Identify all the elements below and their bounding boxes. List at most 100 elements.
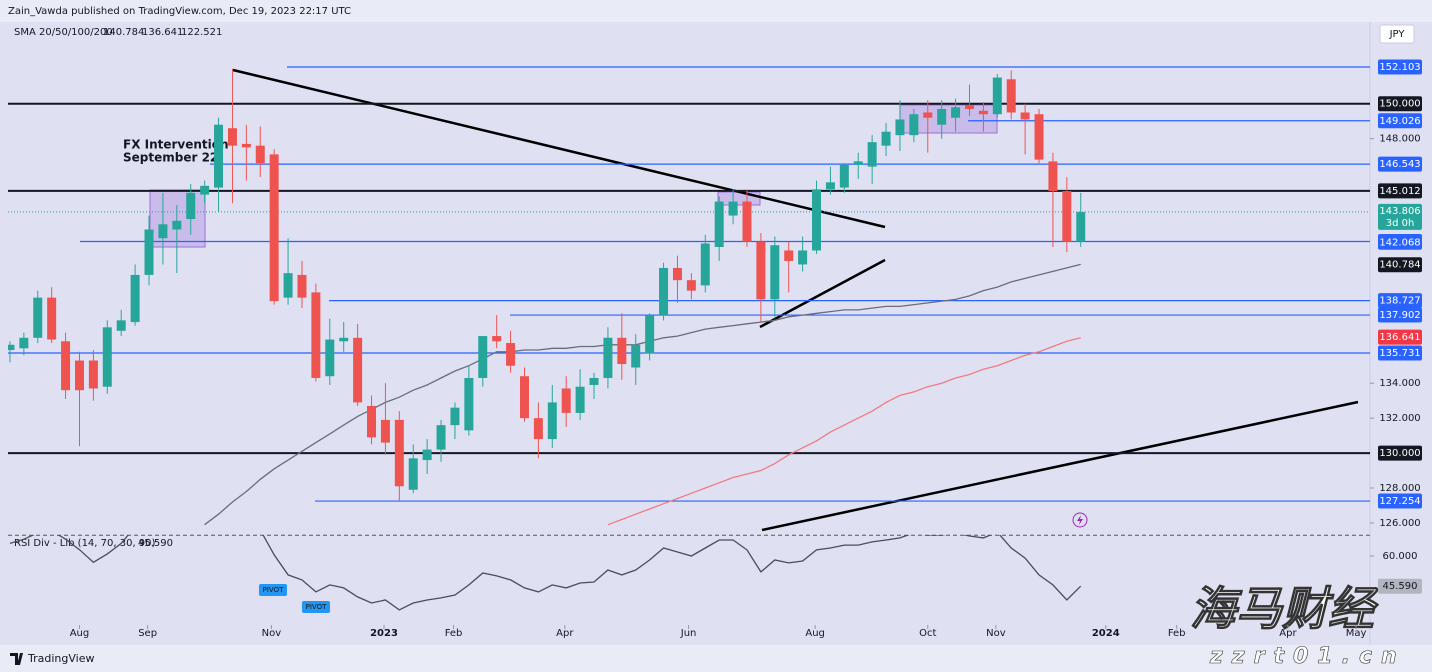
price-tag [1378,329,1422,345]
price-tag-label: 152.103 [1379,62,1420,73]
candle-body [227,128,237,146]
price-tag [1378,345,1422,361]
candle-body [672,267,682,281]
price-tag-label: 150.000 [1379,99,1420,110]
candle-body [422,449,432,461]
candle-body [589,377,599,385]
indicator-value: 122.521 [181,27,222,38]
y-tick-label: 128.000 [1379,483,1420,494]
candle-body [283,273,293,298]
y-tick-label: 134.000 [1379,378,1420,389]
rsi-line [9,535,1082,611]
candle-body [770,245,780,300]
candle-body [61,341,71,391]
candle-body [102,327,112,387]
pivot-label: PIVOT [263,586,284,594]
event-icon[interactable] [1072,512,1088,528]
watermark-site: zzrt01.cn [1209,644,1406,669]
candle-body [172,220,182,230]
candle-body [255,145,265,164]
trendline [232,68,886,229]
x-tick-label: Feb [1168,628,1186,639]
price-tag [1378,445,1422,461]
candle-body [533,418,543,440]
x-tick-label: Apr [1279,628,1297,639]
event-icon-bolt [1077,515,1083,525]
indicator-value: 136.641 [142,27,183,38]
candle-body [951,107,961,118]
price-tag-label: 149.026 [1379,116,1420,127]
candle-body [742,201,752,242]
brand-logo [10,653,23,665]
candle-body [784,250,794,261]
countdown: 3d 0h [1386,218,1415,229]
indicator-value: 140.784 [103,27,144,38]
price-tag-label: 143.806 [1379,206,1420,217]
price-tag [1378,293,1422,309]
candle-body [1020,112,1030,120]
currency[interactable]: JPY [1389,29,1406,40]
y-tick-label: 132.000 [1379,413,1420,424]
sma-line [607,337,1081,526]
candle-body [74,360,84,391]
value-tag [1378,578,1422,594]
candle-body [200,185,210,195]
candle-body [241,143,251,148]
price-tag [1378,183,1422,199]
price-tag [1378,96,1422,112]
price-tag-label: 146.543 [1379,159,1420,170]
pivot-box [259,584,287,596]
candle-body [19,337,29,349]
candle-body [964,105,974,109]
x-tick-label: Aug [805,628,825,639]
price-tag [1378,307,1422,323]
x-tick-label: Oct [919,628,936,639]
candle-body [756,241,766,300]
candle-body [33,297,43,338]
candle-body [1062,191,1072,242]
candle-body [937,108,947,125]
candle-body [645,315,655,354]
candle-body [1006,79,1016,113]
candle-body [561,388,571,413]
currency-box[interactable] [1379,24,1415,44]
x-tick-label: 2023 [370,628,398,639]
candle-body [978,110,988,115]
zone [717,191,761,206]
price-tag [1378,203,1422,230]
candle-body [812,189,822,251]
candle-body [186,192,196,220]
rsi-pane [8,535,1370,611]
indicator-label: SMA 20/50/100/200 [14,27,113,38]
candle-body [1034,114,1044,160]
price-tag-label: 127.254 [1379,496,1420,507]
candle-body [909,114,919,136]
publisher: Zain_Vawda published on TradingView.com,… [8,6,351,17]
price-tag-label: 140.784 [1379,260,1420,271]
price-tag [1378,493,1422,509]
x-tick-label: Nov [262,628,282,639]
trendline [759,258,886,329]
candle-body [269,154,279,302]
price-tag-label: 138.727 [1379,296,1420,307]
x-tick-label: 2024 [1092,628,1120,639]
price-tag [1378,113,1422,129]
price-tag-label: 145.012 [1379,186,1420,197]
x-tick-label: May [1346,628,1367,639]
x-tick-label: Feb [445,628,463,639]
candle-body [1048,161,1058,192]
rsi-label: RSI Div - Lib (14, 70, 30, 90) [14,538,156,549]
price-tag [1378,156,1422,172]
x-tick-label: Apr [556,628,574,639]
candle-body [339,337,349,342]
y-tick-label: 60.000 [1383,551,1418,562]
candle-body [617,337,627,364]
price-tag-label: 135.731 [1379,348,1420,359]
candle-body [214,124,224,188]
price-tag [1378,257,1422,273]
price-tag [1378,59,1422,75]
candle-body [519,376,529,419]
candle-body [853,161,863,165]
pivot-box [302,601,330,613]
candle-body [464,377,474,431]
